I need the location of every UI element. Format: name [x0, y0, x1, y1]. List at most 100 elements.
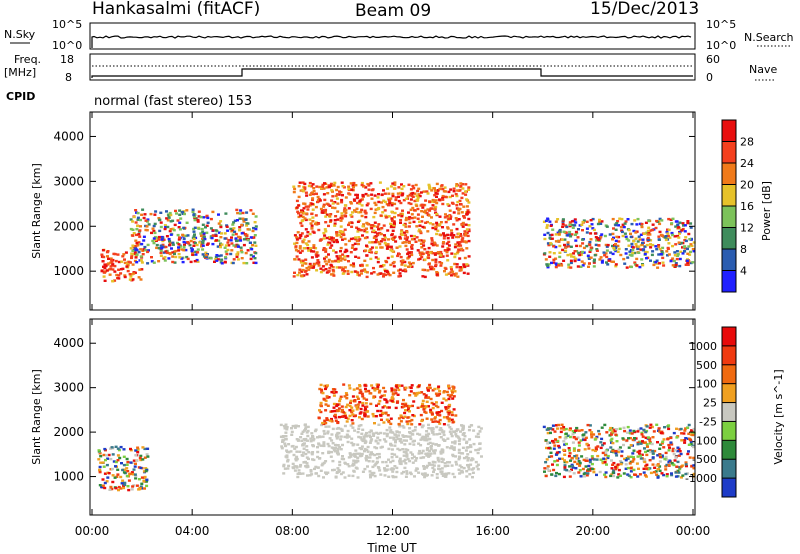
echo-cell	[135, 233, 138, 237]
echo-cell	[347, 185, 351, 188]
echo-cell	[312, 246, 316, 249]
echo-cell	[191, 208, 195, 211]
echo-cell	[400, 406, 404, 409]
echo-cell	[434, 416, 437, 419]
echo-cell	[246, 228, 250, 231]
echo-cell	[357, 427, 361, 430]
echo-cell	[423, 258, 427, 261]
echo-cell	[235, 253, 239, 256]
echo-cell	[412, 220, 416, 224]
echo-cell	[361, 193, 365, 197]
echo-cell	[348, 452, 352, 455]
echo-cell	[326, 442, 330, 446]
echo-cell	[131, 253, 135, 256]
echo-cell	[134, 256, 138, 259]
echo-cell	[249, 236, 253, 239]
echo-cell	[360, 181, 364, 185]
echo-cell	[312, 250, 316, 253]
echo-cell	[284, 431, 288, 434]
echo-cell	[334, 215, 338, 218]
echo-cell	[377, 228, 380, 231]
echo-cell	[692, 241, 696, 244]
echo-cell	[655, 262, 659, 265]
echo-cell	[546, 465, 550, 468]
echo-cell	[364, 387, 367, 391]
echo-cell	[669, 218, 673, 221]
echo-cell	[147, 249, 150, 252]
echo-cell	[433, 461, 437, 464]
echo-cell	[122, 253, 126, 256]
echo-cell	[104, 264, 108, 268]
echo-cell	[403, 443, 407, 446]
echo-cell	[634, 437, 638, 440]
echo-cell	[423, 248, 427, 251]
echo-cell	[327, 253, 330, 256]
echo-cell	[293, 234, 297, 237]
echo-cell	[279, 423, 283, 427]
echo-cell	[322, 443, 326, 446]
echo-cell	[361, 234, 364, 237]
echo-cell	[311, 216, 315, 219]
echo-cell	[429, 397, 433, 401]
echo-cell	[641, 238, 645, 241]
echo-cell	[445, 446, 449, 449]
echo-cell	[298, 465, 302, 468]
echo-cell	[139, 248, 143, 251]
echo-cell	[431, 442, 435, 445]
echo-cell	[390, 255, 394, 258]
echo-cell	[684, 461, 688, 464]
echo-cell	[651, 223, 655, 226]
echo-cell	[467, 228, 471, 231]
echo-cell	[379, 232, 383, 236]
echo-cell	[363, 439, 367, 442]
echo-cell	[346, 272, 350, 275]
echo-cell	[614, 243, 617, 246]
echo-cell	[355, 207, 359, 210]
echo-cell	[636, 443, 640, 446]
echo-cell	[666, 232, 670, 235]
echo-cell	[644, 436, 648, 439]
echo-cell	[287, 443, 291, 446]
echo-cell	[390, 390, 394, 393]
echo-cell	[324, 403, 328, 406]
y-tick-label: 1000	[53, 470, 84, 484]
echo-cell	[205, 231, 209, 234]
echo-cell	[384, 216, 388, 219]
echo-cell	[372, 434, 376, 437]
echo-cell	[687, 232, 691, 236]
echo-cell	[145, 480, 148, 483]
echo-cell	[374, 463, 378, 466]
echo-cell	[293, 426, 297, 429]
echo-cell	[377, 402, 381, 406]
echo-cell	[433, 243, 437, 246]
echo-cell	[580, 223, 584, 226]
echo-cell	[430, 412, 434, 415]
echo-cell	[378, 399, 382, 403]
echo-cell	[464, 183, 468, 186]
echo-cell	[417, 187, 421, 190]
echo-cell	[671, 244, 674, 248]
echo-cell	[171, 255, 175, 258]
echo-cell	[319, 207, 323, 211]
echo-cell	[417, 193, 421, 196]
echo-cell	[567, 455, 571, 458]
echo-cell	[385, 260, 389, 264]
echo-cell	[387, 458, 390, 461]
echo-cell	[334, 391, 338, 394]
echo-cell	[374, 439, 378, 442]
echo-cell	[301, 241, 305, 244]
echo-cell	[599, 441, 603, 444]
echo-cell	[351, 211, 354, 214]
echo-cell	[236, 251, 240, 254]
echo-cell	[435, 476, 439, 479]
echo-cell	[464, 449, 468, 452]
echo-cell	[545, 467, 549, 470]
echo-cell	[300, 224, 304, 227]
echo-cell	[103, 263, 107, 266]
echo-cell	[132, 272, 136, 275]
echo-cell	[136, 451, 140, 454]
echo-cell	[428, 251, 432, 254]
echo-cell	[595, 239, 599, 242]
echo-cell	[411, 429, 415, 433]
echo-cell	[192, 227, 196, 231]
